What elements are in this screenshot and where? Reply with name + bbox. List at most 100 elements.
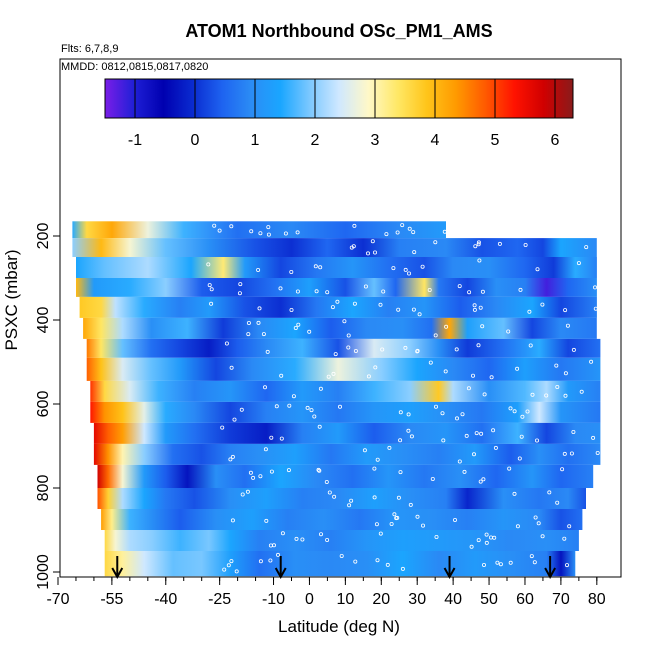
sample-marker <box>512 491 517 496</box>
sample-marker <box>398 438 403 443</box>
sample-marker <box>518 287 523 292</box>
x-tick-label: 80 <box>588 591 606 608</box>
sample-marker <box>366 374 371 379</box>
sample-marker <box>353 559 358 564</box>
sample-marker <box>520 414 525 419</box>
sample-marker <box>264 518 269 523</box>
sample-marker <box>347 503 352 508</box>
sample-marker <box>470 373 475 378</box>
sample-marker <box>555 500 560 505</box>
sample-marker <box>375 558 380 563</box>
sample-marker <box>406 412 411 417</box>
sample-marker <box>212 223 217 228</box>
sample-marker <box>476 240 481 245</box>
sample-marker <box>498 562 503 567</box>
sample-marker <box>353 348 358 353</box>
sample-marker <box>412 250 417 255</box>
sample-marker <box>370 239 375 244</box>
sample-marker <box>452 518 457 523</box>
flights-label: Flts: 6,7,8,9 <box>61 43 118 55</box>
sample-marker <box>279 373 284 378</box>
sample-marker <box>258 231 263 236</box>
sample-marker <box>476 343 481 348</box>
heatmap-band <box>93 422 601 444</box>
sample-marker <box>528 343 533 348</box>
sample-marker <box>460 412 465 417</box>
sample-marker <box>562 451 567 456</box>
sample-marker <box>373 365 378 370</box>
sample-marker <box>380 347 385 352</box>
sample-marker <box>392 512 397 517</box>
sample-marker <box>266 232 271 237</box>
sample-marker <box>443 369 448 374</box>
sample-marker <box>283 231 288 236</box>
sample-marker <box>562 536 567 541</box>
sample-marker <box>391 266 396 271</box>
sample-marker <box>234 569 239 574</box>
sample-marker <box>532 560 537 565</box>
colorbar: -1 0 1 2 3 4 5 6 <box>104 78 574 149</box>
x-tick-label: -10 <box>262 591 285 608</box>
sample-marker <box>474 431 479 436</box>
sample-marker <box>232 417 237 422</box>
sample-marker <box>442 229 447 234</box>
sample-marker <box>398 470 403 475</box>
sample-marker <box>289 307 294 312</box>
sample-marker <box>530 392 535 397</box>
sample-marker <box>294 536 299 541</box>
sample-marker <box>454 416 459 421</box>
sample-marker <box>378 531 383 536</box>
sample-marker <box>238 282 243 287</box>
sample-marker <box>352 223 357 228</box>
sample-marker <box>457 284 462 289</box>
heatmap-band <box>72 221 447 239</box>
sample-marker <box>266 225 271 230</box>
heatmap-band <box>90 401 601 423</box>
sample-marker <box>565 563 570 568</box>
sample-marker <box>229 365 234 370</box>
colorbar-tick-label: 6 <box>551 132 560 149</box>
x-tick-label: 30 <box>408 591 426 608</box>
sample-marker <box>327 490 332 495</box>
sample-marker <box>395 230 400 235</box>
heatmap-band <box>86 357 601 381</box>
sample-marker <box>381 289 386 294</box>
sample-marker <box>466 386 471 391</box>
sample-marker <box>307 329 312 334</box>
colorbar-tick-label: 5 <box>491 132 500 149</box>
sample-marker <box>318 265 323 270</box>
heatmap-band <box>83 317 597 339</box>
colorbar-tick-label: 4 <box>431 132 440 149</box>
sample-marker <box>589 359 594 364</box>
y-axis-label: PSXC (mbar) <box>2 249 21 350</box>
sample-marker <box>295 289 300 294</box>
sample-marker <box>428 360 433 365</box>
sample-marker <box>420 523 425 528</box>
plot-frame <box>59 58 622 578</box>
sample-marker <box>331 371 336 376</box>
sample-marker <box>484 540 489 545</box>
x-tick-label: 10 <box>336 591 354 608</box>
sample-marker <box>481 563 486 568</box>
sample-marker <box>529 554 534 559</box>
sample-marker <box>489 375 494 380</box>
sample-marker <box>433 404 438 409</box>
sample-marker <box>471 452 476 457</box>
sample-marker <box>230 518 235 523</box>
sample-marker <box>464 433 469 438</box>
sample-marker <box>547 490 552 495</box>
sample-marker <box>507 466 512 471</box>
sample-marker <box>217 228 222 233</box>
heatmap-band <box>93 443 601 465</box>
sample-marker <box>555 384 560 389</box>
sample-marker <box>569 451 574 456</box>
y-tick-label: 600 <box>35 391 52 418</box>
sample-marker <box>519 434 524 439</box>
flight-arrow <box>544 556 556 580</box>
sample-marker <box>417 312 422 317</box>
sample-marker <box>333 352 338 357</box>
sample-marker <box>536 521 541 526</box>
sample-marker <box>342 319 347 324</box>
sample-marker <box>523 242 528 247</box>
